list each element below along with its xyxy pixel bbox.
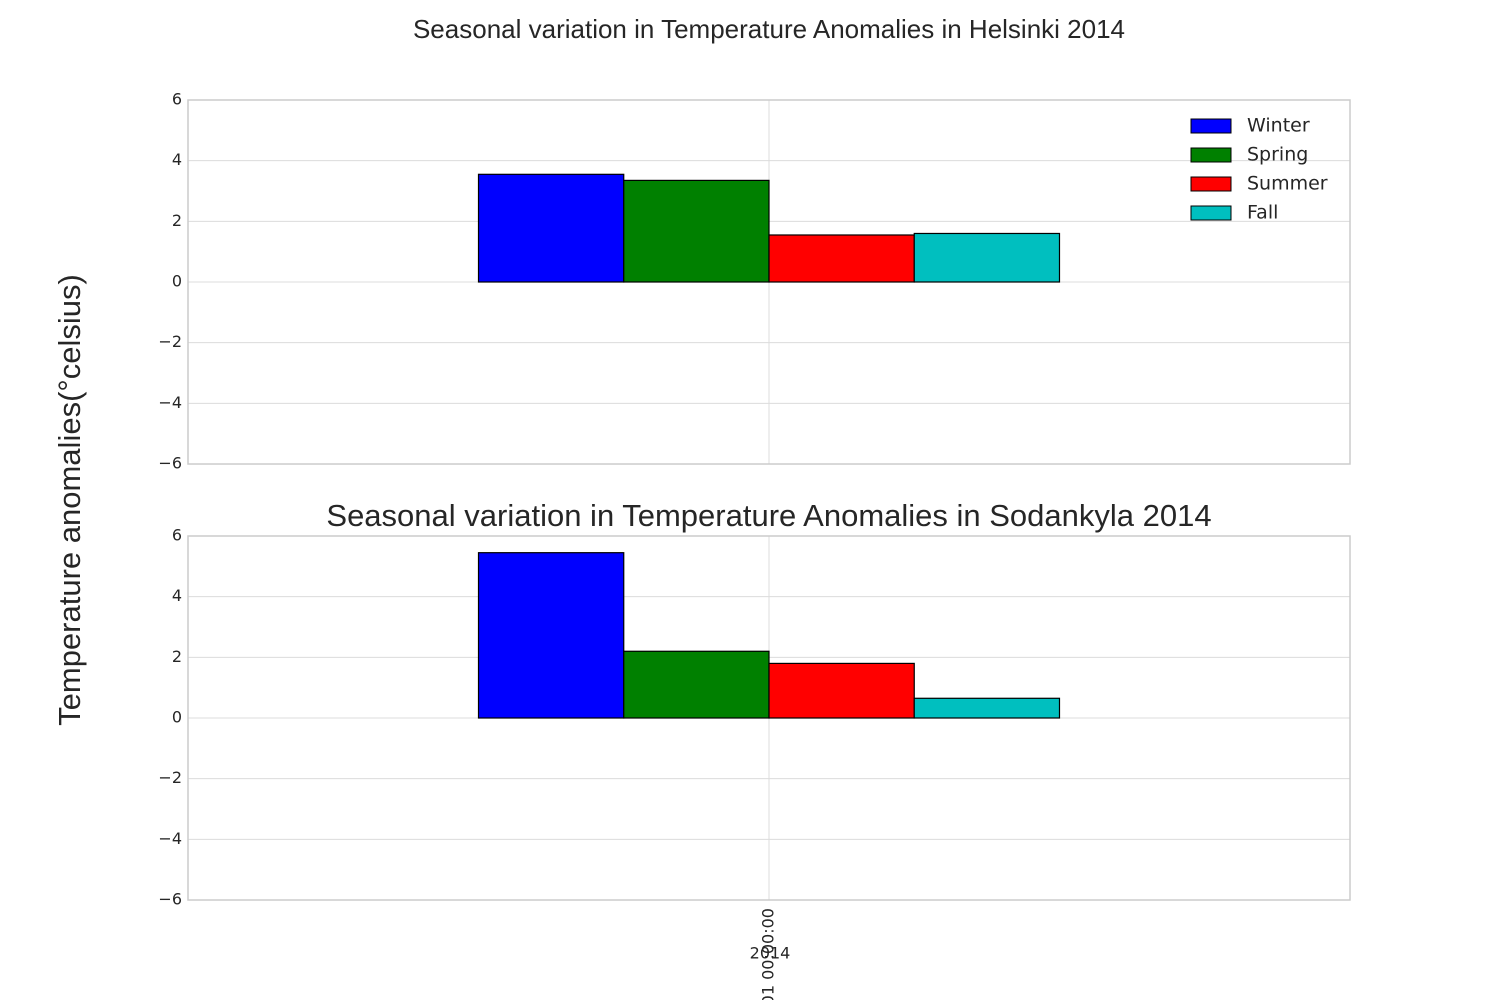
chart-title: Seasonal variation in Temperature Anomal… bbox=[413, 14, 1125, 44]
y-tick-label: −6 bbox=[158, 890, 182, 909]
legend-label: Spring bbox=[1247, 144, 1308, 166]
legend-swatch bbox=[1190, 176, 1232, 192]
legend-swatch bbox=[1190, 147, 1232, 163]
x-axis-label: 2014 bbox=[750, 944, 791, 963]
bar bbox=[623, 650, 770, 719]
x-tick-label: 2014-01-01 00:00:00 bbox=[759, 908, 778, 1000]
axes-frame bbox=[187, 99, 1351, 465]
legend-label: Winter bbox=[1247, 115, 1310, 137]
bar bbox=[768, 662, 915, 719]
y-tick-label: 4 bbox=[172, 150, 182, 169]
legend-swatch bbox=[1190, 118, 1232, 134]
chart-title: Seasonal variation in Temperature Anomal… bbox=[326, 498, 1211, 533]
y-tick-label: −4 bbox=[158, 829, 182, 848]
y-tick-label: −4 bbox=[158, 393, 182, 412]
y-tick-label: 2 bbox=[172, 647, 182, 666]
legend-label: Fall bbox=[1247, 202, 1278, 224]
bar bbox=[913, 697, 1061, 719]
y-tick-label: 0 bbox=[172, 708, 182, 727]
bar bbox=[477, 552, 625, 719]
y-tick-label: 6 bbox=[172, 526, 182, 545]
y-tick-label: −6 bbox=[158, 454, 182, 473]
y-tick-label: 0 bbox=[172, 272, 182, 291]
y-tick-label: 6 bbox=[172, 90, 182, 109]
legend-swatch bbox=[1190, 205, 1232, 221]
bar bbox=[623, 179, 770, 283]
y-tick-label: −2 bbox=[158, 332, 182, 351]
legend-label: Summer bbox=[1247, 173, 1328, 195]
y-axis-label: Temperature anomalies(°celsius) bbox=[52, 274, 87, 726]
bar bbox=[913, 232, 1061, 283]
axes-frame bbox=[187, 535, 1351, 901]
y-tick-label: 4 bbox=[172, 586, 182, 605]
y-tick-label: −2 bbox=[158, 768, 182, 787]
y-tick-label: 2 bbox=[172, 211, 182, 230]
bar bbox=[768, 234, 915, 283]
bar bbox=[477, 173, 625, 283]
